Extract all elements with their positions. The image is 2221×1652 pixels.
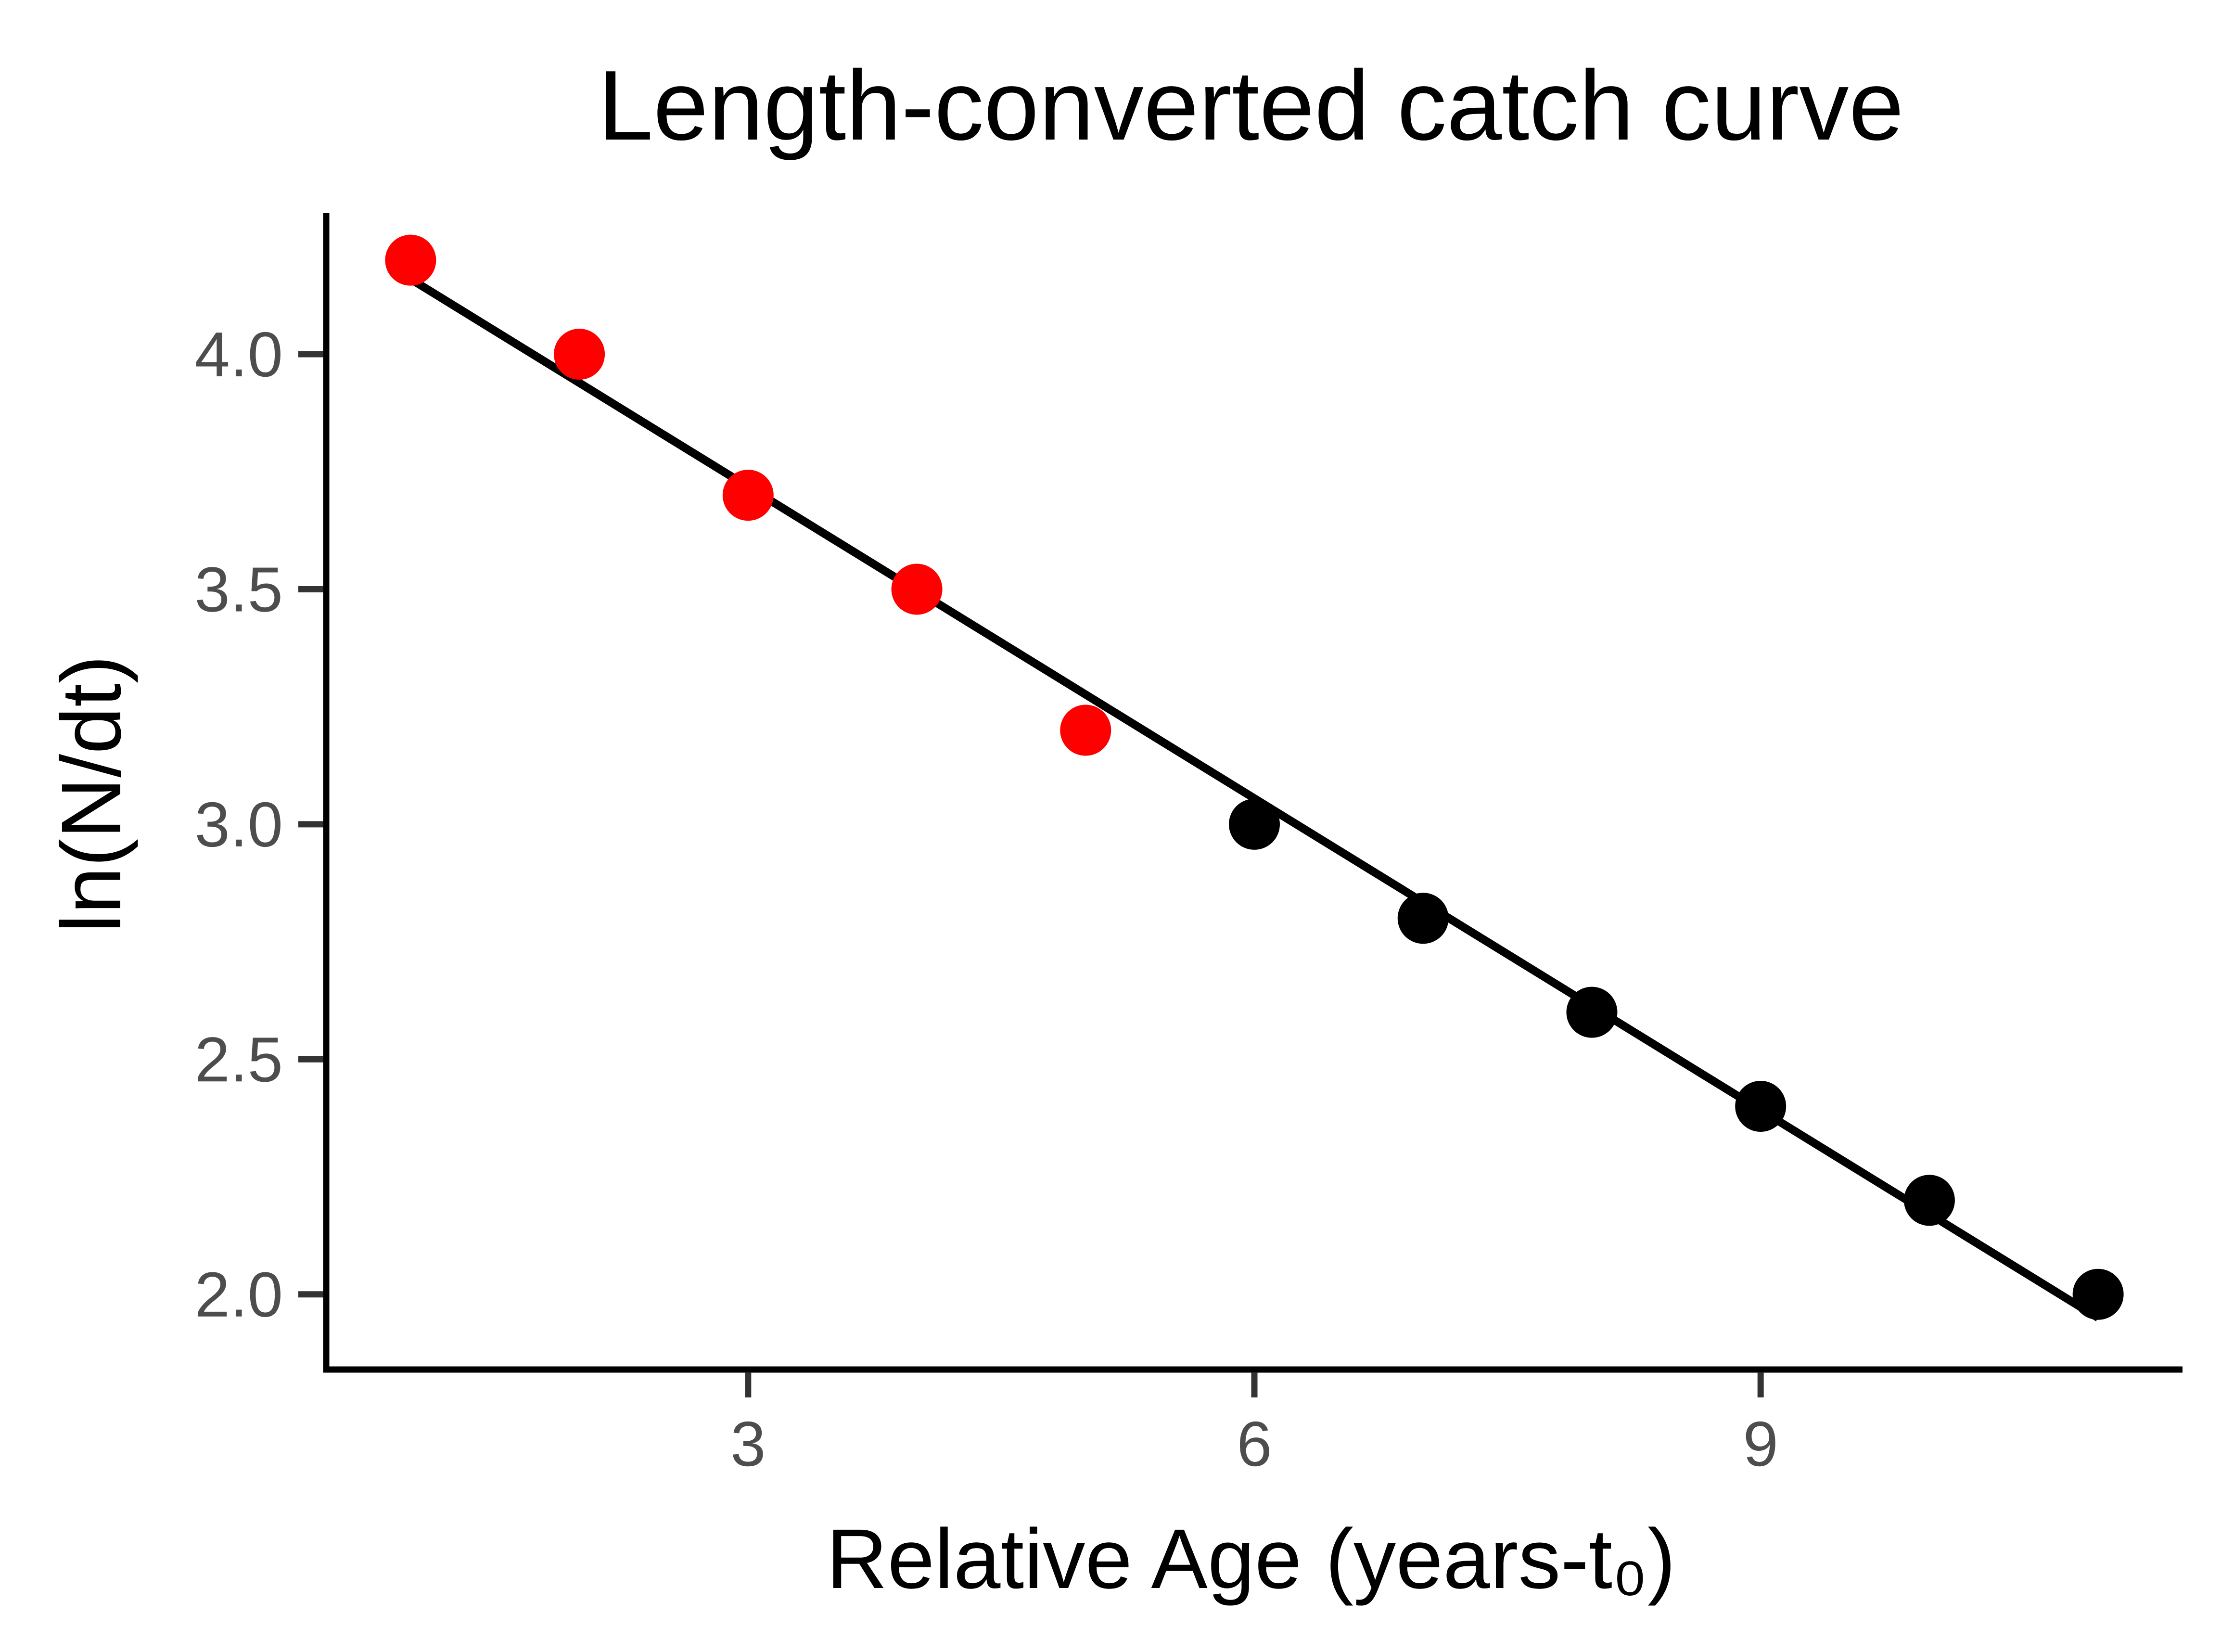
data-point <box>1566 986 1618 1038</box>
data-point <box>1735 1080 1787 1132</box>
y-tick-label: 2.5 <box>195 1024 283 1095</box>
data-point <box>1397 893 1449 944</box>
data-point <box>385 234 436 286</box>
y-tick-label: 4.0 <box>195 319 283 390</box>
x-tick-label: 9 <box>1743 1409 1778 1479</box>
data-point <box>1903 1175 1955 1226</box>
y-tick-label: 3.5 <box>195 554 283 625</box>
chart-title: Length-converted catch curve <box>598 50 1904 161</box>
data-points <box>385 234 2124 1320</box>
data-point <box>722 470 774 521</box>
fit-line-group <box>408 275 2101 1321</box>
data-point <box>1060 704 1111 756</box>
data-point <box>2072 1268 2124 1320</box>
y-tick-label: 3.0 <box>195 789 283 860</box>
x-tick-label: 6 <box>1237 1409 1272 1479</box>
axes <box>323 213 2183 1373</box>
data-point <box>891 563 943 615</box>
y-tick-label: 2.0 <box>195 1259 283 1330</box>
data-point <box>554 329 605 380</box>
x-tick-label: 3 <box>730 1409 766 1479</box>
data-point <box>1229 798 1280 850</box>
x-axis-title: Relative Age (years-t₀) <box>826 1512 1675 1606</box>
fit-line <box>408 275 2101 1321</box>
axis-ticks: 3 6 9 2.0 2.5 3.0 3.5 4.0 <box>195 319 1778 1479</box>
y-axis-title: ln(N/dt) <box>44 655 139 933</box>
